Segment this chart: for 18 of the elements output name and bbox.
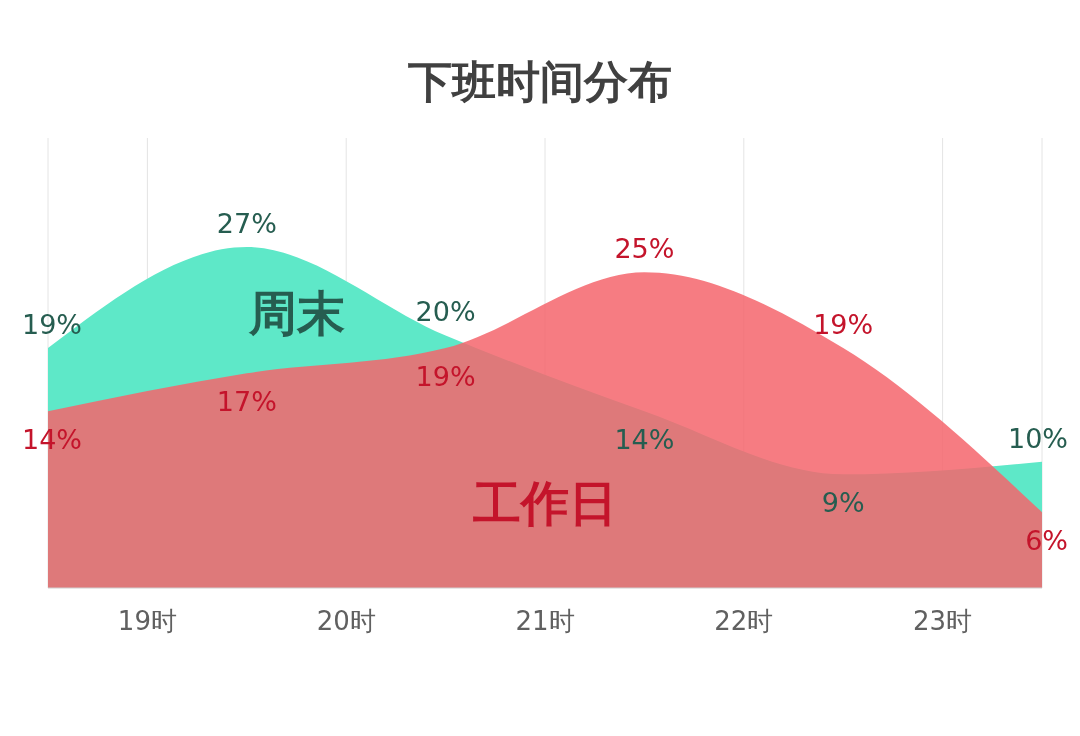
x-tick-label: 20时 (316, 606, 376, 637)
x-tick-label: 23时 (913, 606, 973, 637)
data-label: 19% (22, 309, 83, 341)
x-tick-label: 22时 (714, 606, 774, 637)
data-label: 17% (216, 386, 277, 418)
data-label: 19% (415, 361, 476, 393)
data-label: 27% (216, 208, 277, 240)
x-tick-label: 21时 (515, 606, 575, 637)
chart-title: 下班时间分布 (407, 55, 673, 109)
series-label: 工作日 (473, 474, 617, 531)
data-label: 25% (614, 233, 675, 265)
series-label: 周末 (247, 285, 345, 342)
data-label: 14% (614, 424, 675, 456)
data-label: 20% (415, 296, 476, 328)
x-tick-label: 19时 (117, 606, 177, 637)
data-label: 9% (821, 487, 865, 519)
data-label: 19% (813, 309, 874, 341)
data-label: 10% (1007, 422, 1068, 454)
